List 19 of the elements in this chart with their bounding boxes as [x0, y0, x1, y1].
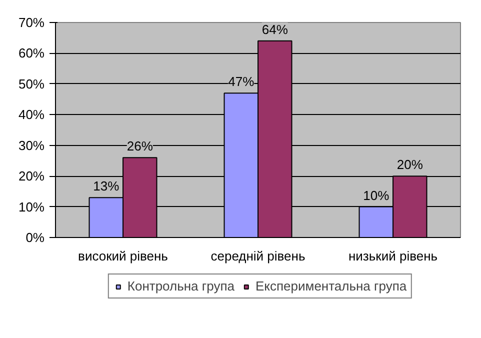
- data-label: 64%: [262, 22, 288, 37]
- y-tick-label: 50%: [18, 76, 45, 92]
- data-label: 13%: [93, 178, 120, 194]
- x-tick-label: середній рівень: [210, 248, 306, 264]
- y-tick-label: 0%: [26, 230, 45, 245]
- x-tick-label: високий рівень: [78, 248, 168, 264]
- y-tick-label: 20%: [18, 168, 45, 184]
- legend-label: Контрольна група: [127, 278, 234, 294]
- y-tick-label: 10%: [18, 199, 45, 214]
- y-tick-label: 70%: [18, 15, 45, 30]
- data-label: 47%: [228, 74, 255, 90]
- x-tick-label: низький рівень: [348, 248, 438, 264]
- y-tick-label: 40%: [18, 107, 45, 122]
- data-label: 10%: [363, 188, 390, 203]
- y-tick-label: 60%: [18, 46, 45, 61]
- data-label: 26%: [126, 138, 154, 154]
- data-label: 20%: [396, 157, 424, 172]
- y-tick-label: 30%: [18, 138, 45, 153]
- legend-label: Експериментальна група: [255, 278, 407, 294]
